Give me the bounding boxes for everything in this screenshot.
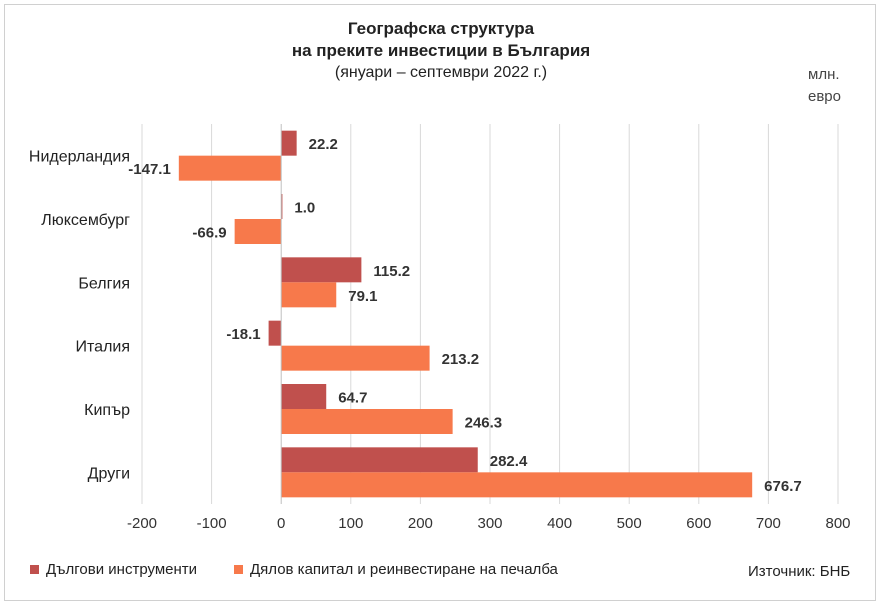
x-tick-label: 800 <box>825 515 850 532</box>
chart-title-line2: на преките инвестиции в България <box>291 41 591 60</box>
data-label: 282.4 <box>490 453 528 470</box>
x-tick-label: -200 <box>127 515 157 532</box>
x-tick-label: 500 <box>617 515 642 532</box>
category-label: Белгия <box>78 275 130 292</box>
bar <box>281 409 453 434</box>
unit-label-line1: млн. <box>808 66 840 83</box>
data-label: 1.0 <box>294 200 315 217</box>
category-label: Кипър <box>84 402 130 419</box>
legend-item-debt: Дългови инструменти <box>30 561 197 578</box>
chart-subtitle: (януари – септември 2022 г.) <box>334 64 548 81</box>
legend-label-debt: Дългови инструменти <box>46 561 198 578</box>
data-label: 115.2 <box>373 263 410 280</box>
data-label: -66.9 <box>192 225 226 242</box>
category-label: Люксембург <box>41 212 130 229</box>
legend-swatch-equity <box>234 565 243 574</box>
x-tick-label: 300 <box>477 515 502 532</box>
x-tick-label: 700 <box>756 515 781 532</box>
data-label: 246.3 <box>465 415 503 432</box>
x-tick-label: 200 <box>408 515 433 532</box>
legend-label-equity: Дялов капитал и реинвестиране на печалба <box>250 561 558 578</box>
x-tick-label: 600 <box>686 515 711 532</box>
bar <box>281 282 337 308</box>
bar <box>281 194 283 219</box>
chart-frame <box>4 4 876 601</box>
category-label: Други <box>88 465 130 482</box>
bar <box>281 472 753 498</box>
chart-title: Географска структура <box>347 19 535 38</box>
bar <box>268 320 282 346</box>
data-label: 64.7 <box>338 390 367 407</box>
bar <box>281 447 478 473</box>
data-label: 676.7 <box>764 478 802 495</box>
data-label: 22.2 <box>309 136 338 153</box>
data-label: -18.1 <box>226 326 260 343</box>
source-note: Източник: БНБ <box>748 563 851 580</box>
category-label: Италия <box>76 339 130 356</box>
bar <box>281 130 297 156</box>
chart-title-block: Географска структура на преките инвестиц… <box>0 18 882 84</box>
unit-label-line2: евро <box>808 88 841 105</box>
data-label: 79.1 <box>348 288 377 305</box>
category-label: Нидерландия <box>29 149 130 166</box>
data-label: 213.2 <box>442 351 480 368</box>
bar <box>281 345 430 371</box>
legend-item-equity: Дялов капитал и реинвестиране на печалба <box>234 561 558 578</box>
x-tick-label: 400 <box>547 515 572 532</box>
x-tick-label: -100 <box>197 515 227 532</box>
data-label: -147.1 <box>128 161 171 178</box>
x-tick-label: 100 <box>338 515 363 532</box>
bar <box>281 384 327 409</box>
bar <box>281 257 362 283</box>
unit-label: млн. евро <box>808 64 864 108</box>
x-tick-label: 0 <box>277 515 285 532</box>
bar <box>178 155 282 181</box>
bar <box>234 219 282 244</box>
legend-swatch-debt <box>30 565 39 574</box>
